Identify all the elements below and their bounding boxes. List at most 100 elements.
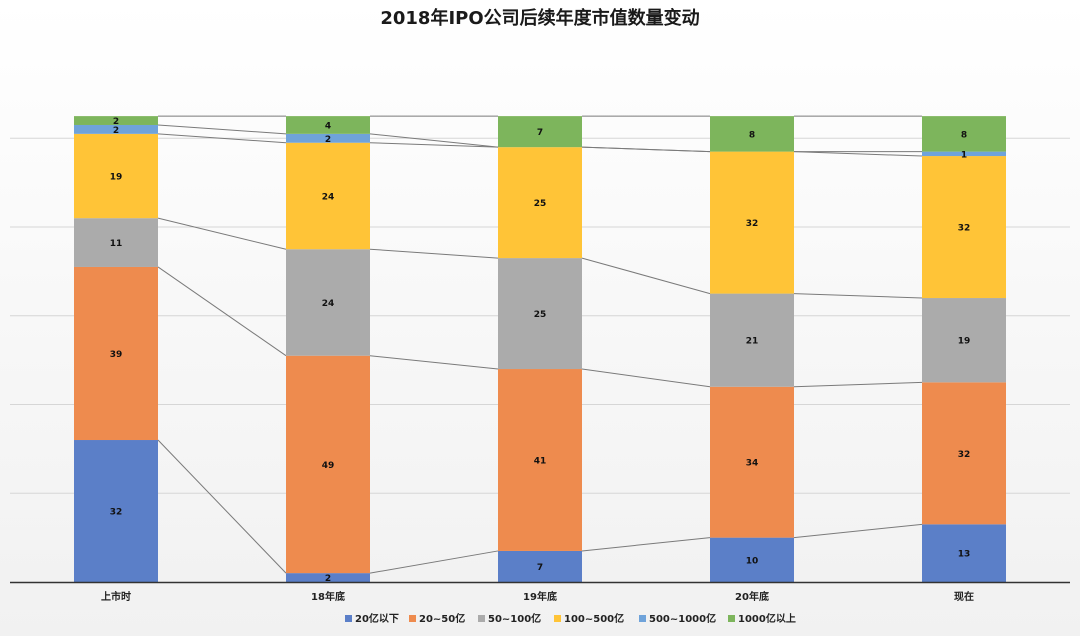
data-label: 25 — [534, 310, 547, 320]
legend-item[interactable]: 20~50亿 — [409, 612, 465, 625]
data-label: 19 — [110, 173, 123, 183]
legend-label: 20亿以下 — [355, 612, 399, 625]
data-label: 8 — [749, 130, 755, 140]
legend[interactable]: 20亿以下 20~50亿 50~100亿 100~500亿 500~1000亿 1000亿… — [345, 612, 796, 625]
data-label: 32 — [110, 508, 123, 518]
series-line — [793, 293, 923, 299]
legend-item[interactable]: 500~1000亿 — [639, 612, 716, 625]
legend-swatch — [478, 615, 485, 622]
data-label: 4 — [325, 121, 331, 131]
legend-label: 500~1000亿 — [649, 612, 716, 625]
bar-segment — [498, 116, 582, 148]
bars — [74, 116, 1006, 582]
bar-segment — [74, 116, 158, 125]
bar-segment — [498, 258, 582, 370]
data-label: 2 — [325, 135, 331, 145]
legend-item[interactable]: 1000亿以上 — [728, 612, 796, 625]
bar-segment — [710, 293, 794, 387]
data-label: 49 — [322, 461, 335, 471]
series-line — [581, 368, 711, 388]
series-line — [369, 355, 499, 370]
series-line — [157, 439, 287, 574]
series-line — [581, 537, 711, 552]
x-tick-label: 18年底 — [311, 590, 345, 603]
x-tick-label: 现在 — [954, 590, 974, 603]
bar-segment — [286, 142, 370, 250]
legend-label: 20~50亿 — [419, 612, 465, 625]
bar-segment — [710, 386, 794, 538]
bar-segment — [286, 133, 370, 143]
data-label: 2 — [113, 117, 119, 127]
series-connector-lines — [157, 115, 923, 574]
legend-swatch — [409, 615, 416, 622]
data-label: 2 — [113, 126, 119, 136]
bar-segment — [922, 156, 1006, 299]
data-label: 21 — [746, 337, 759, 347]
bar-segment — [286, 355, 370, 574]
series-line — [157, 217, 287, 250]
data-label: 13 — [958, 550, 971, 560]
data-label: 7 — [537, 563, 543, 573]
chart-title: 2018年IPO公司后续年度市值数量变动 — [380, 7, 699, 29]
series-line — [157, 124, 287, 135]
data-label: 32 — [958, 224, 971, 234]
data-label: 32 — [958, 450, 971, 460]
bar-segment — [710, 151, 794, 294]
bar-segment — [710, 116, 794, 152]
bar-segment — [922, 151, 1006, 157]
x-tick-label: 20年底 — [735, 590, 769, 603]
data-label: 24 — [322, 192, 335, 202]
bar-segment — [286, 249, 370, 356]
data-label: 2 — [325, 574, 331, 584]
legend-item[interactable]: 20亿以下 — [345, 612, 399, 625]
bar-segment — [74, 440, 158, 582]
series-line — [793, 381, 923, 388]
bar-segment — [286, 116, 370, 134]
series-line — [793, 523, 923, 539]
legend-label: 1000亿以上 — [738, 612, 796, 625]
x-tick-label: 上市时 — [101, 590, 131, 603]
bar-segment — [74, 124, 158, 134]
legend-item[interactable]: 100~500亿 — [554, 612, 624, 625]
x-axis-ticks: 上市时 18年底 19年底 20年底 现在 — [101, 590, 974, 603]
data-label: 7 — [537, 128, 543, 138]
data-label: 39 — [110, 350, 123, 360]
data-label: 1 — [961, 150, 967, 160]
bar-segment — [922, 298, 1006, 383]
bar-segment — [498, 369, 582, 551]
series-line — [581, 257, 711, 295]
data-label: 24 — [322, 299, 335, 309]
series-line — [157, 133, 287, 144]
data-label: 25 — [534, 199, 547, 209]
legend-swatch — [728, 615, 735, 622]
bar-segment — [922, 382, 1006, 525]
series-line — [369, 133, 499, 148]
series-line — [793, 151, 923, 157]
series-line — [581, 146, 711, 153]
series-line — [157, 266, 287, 357]
bar-segment — [498, 147, 582, 259]
series-line — [369, 550, 499, 574]
data-label: 8 — [961, 130, 967, 140]
bar-segment — [74, 266, 158, 441]
data-label: 11 — [110, 239, 123, 249]
bar-segment — [922, 116, 1006, 152]
legend-label: 50~100亿 — [488, 612, 541, 625]
data-label: 32 — [746, 219, 759, 229]
data-label: 41 — [534, 456, 547, 466]
legend-swatch — [554, 615, 561, 622]
bar-segment — [286, 573, 370, 582]
series-line — [369, 142, 499, 148]
data-label: 10 — [746, 556, 759, 566]
data-label: 19 — [958, 337, 971, 347]
bar-segment — [710, 537, 794, 582]
bar-segment — [74, 218, 158, 267]
bar-segment — [74, 133, 158, 219]
legend-swatch — [345, 615, 352, 622]
legend-label: 100~500亿 — [564, 612, 624, 625]
legend-item[interactable]: 50~100亿 — [478, 612, 541, 625]
data-label: 34 — [746, 459, 759, 469]
legend-swatch — [639, 615, 646, 622]
bar-segment — [922, 524, 1006, 582]
